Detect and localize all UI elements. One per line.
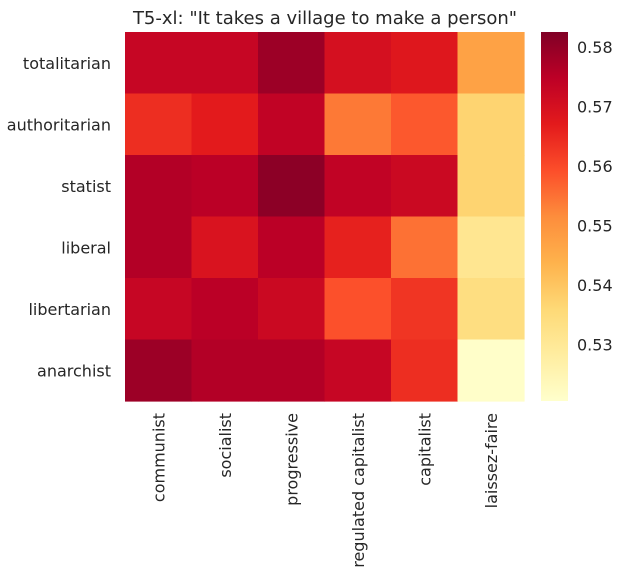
heatmap-cell <box>191 278 259 341</box>
heatmap-cell <box>391 32 459 95</box>
heatmap-cell <box>125 278 193 341</box>
heatmap-cell <box>391 155 459 218</box>
heatmap-cell <box>258 278 326 341</box>
heatmap-cell <box>125 339 193 402</box>
heatmap-cell <box>191 93 259 156</box>
heatmap-cell <box>457 278 525 341</box>
heatmap-cell <box>324 93 392 156</box>
x-tick-label: capitalist <box>415 413 434 486</box>
heatmap-cell <box>125 155 193 218</box>
heatmap-cell <box>125 216 193 279</box>
heatmap-cell <box>391 278 459 341</box>
y-tick-label: statist <box>61 177 111 196</box>
heatmap-cell <box>457 339 525 402</box>
colorbar <box>541 32 568 401</box>
heatmap-cell <box>324 216 392 279</box>
y-tick-label: authoritarian <box>7 115 111 134</box>
heatmap-cell <box>191 216 259 279</box>
heatmap-cell <box>191 339 259 402</box>
y-tick-label: liberal <box>61 238 111 257</box>
y-tick-label: libertarian <box>28 300 111 319</box>
heatmap-cell <box>391 216 459 279</box>
heatmap-cell <box>324 155 392 218</box>
colorbar-tick-label: 0.57 <box>577 97 613 116</box>
heatmap-cell <box>457 216 525 279</box>
heatmap-cell <box>391 339 459 402</box>
colorbar-tick-label: 0.54 <box>577 276 613 295</box>
x-axis-tick-labels: communist socialist progressive regulated c… <box>149 413 501 568</box>
heatmap-cell <box>324 278 392 341</box>
heatmap-cells <box>125 32 525 402</box>
heatmap-cell <box>324 339 392 402</box>
colorbar-tick-label: 0.55 <box>577 216 613 235</box>
y-tick-label: totalitarian <box>23 54 111 73</box>
heatmap-cell <box>191 32 259 95</box>
chart-title: T5-xl: "It takes a village to make a per… <box>132 8 517 29</box>
heatmap-cell <box>457 155 525 218</box>
heatmap-cell <box>258 339 326 402</box>
x-tick-label: regulated capitalist <box>349 413 368 568</box>
heatmap-cell <box>258 93 326 156</box>
colorbar-tick-label: 0.58 <box>577 38 613 57</box>
x-tick-label: progressive <box>282 413 301 506</box>
heatmap-cell <box>125 32 193 95</box>
x-tick-label: socialist <box>216 413 235 478</box>
heatmap-cell <box>391 93 459 156</box>
heatmap-cell <box>125 93 193 156</box>
heatmap-cell <box>324 32 392 95</box>
colorbar-tick-label: 0.53 <box>577 335 613 354</box>
y-tick-label: anarchist <box>37 361 111 380</box>
heatmap-cell <box>457 93 525 156</box>
x-tick-label: laissez-faire <box>482 413 501 508</box>
heatmap-cell <box>258 155 326 218</box>
colorbar-tick-label: 0.56 <box>577 157 613 176</box>
colorbar-tick-labels: 0.53 0.54 0.55 0.56 0.57 0.58 <box>577 38 613 355</box>
heatmap-cell <box>191 155 259 218</box>
heatmap-cell <box>457 32 525 95</box>
heatmap-cell <box>258 32 326 95</box>
x-tick-label: communist <box>149 413 168 502</box>
heatmap-cell <box>258 216 326 279</box>
y-axis-tick-labels: totalitarian authoritarian statist liberal l… <box>7 54 111 381</box>
